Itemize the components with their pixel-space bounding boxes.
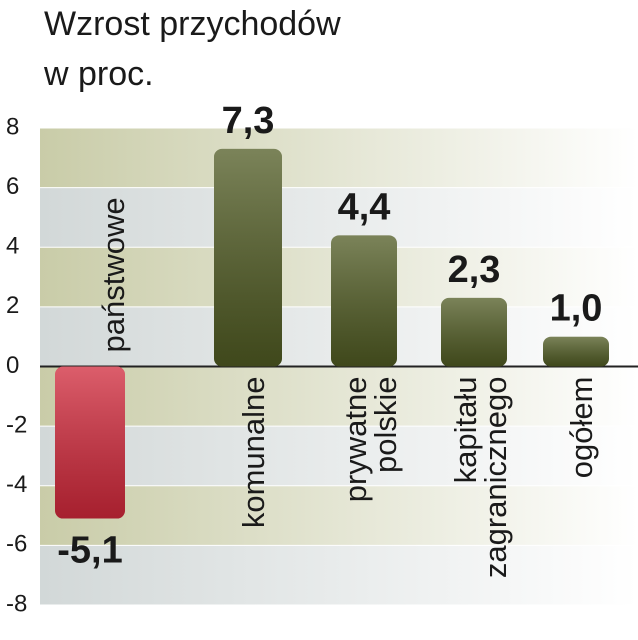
grid-band — [40, 485, 638, 546]
y-tick-label: -6 — [6, 531, 27, 558]
category-label: komunalne — [236, 377, 271, 529]
y-tick-label: 6 — [6, 173, 19, 200]
bar — [214, 148, 282, 367]
value-label: 7,3 — [222, 100, 275, 142]
category-label: państwowe — [96, 197, 131, 352]
chart-title: Wzrost przychodów — [44, 5, 341, 43]
y-tick-label: 4 — [6, 233, 19, 260]
bar — [543, 336, 609, 367]
chart-subtitle: w proc. — [43, 55, 154, 93]
grid-band — [40, 128, 638, 188]
category-label: prywatnepolskie — [338, 377, 403, 503]
y-tick-label: 8 — [6, 113, 19, 140]
category-label: ogółem — [564, 377, 599, 479]
category-label: kapitałuzagranicznego — [448, 377, 513, 579]
bar — [55, 366, 125, 519]
y-tick-label: -8 — [6, 590, 27, 617]
grid-band — [40, 366, 638, 427]
value-label: 4,4 — [338, 186, 391, 228]
value-label: 2,3 — [448, 249, 501, 291]
grid-band — [40, 426, 638, 486]
y-tick-label: 0 — [6, 352, 19, 379]
bar — [331, 235, 397, 367]
grid-band — [40, 545, 638, 605]
value-label: 1,0 — [550, 288, 603, 330]
y-tick-label: -2 — [6, 411, 27, 438]
value-label: -5,1 — [57, 530, 122, 572]
y-tick-label: 2 — [6, 292, 19, 319]
y-tick-label: -4 — [6, 471, 27, 498]
bar — [441, 297, 507, 367]
